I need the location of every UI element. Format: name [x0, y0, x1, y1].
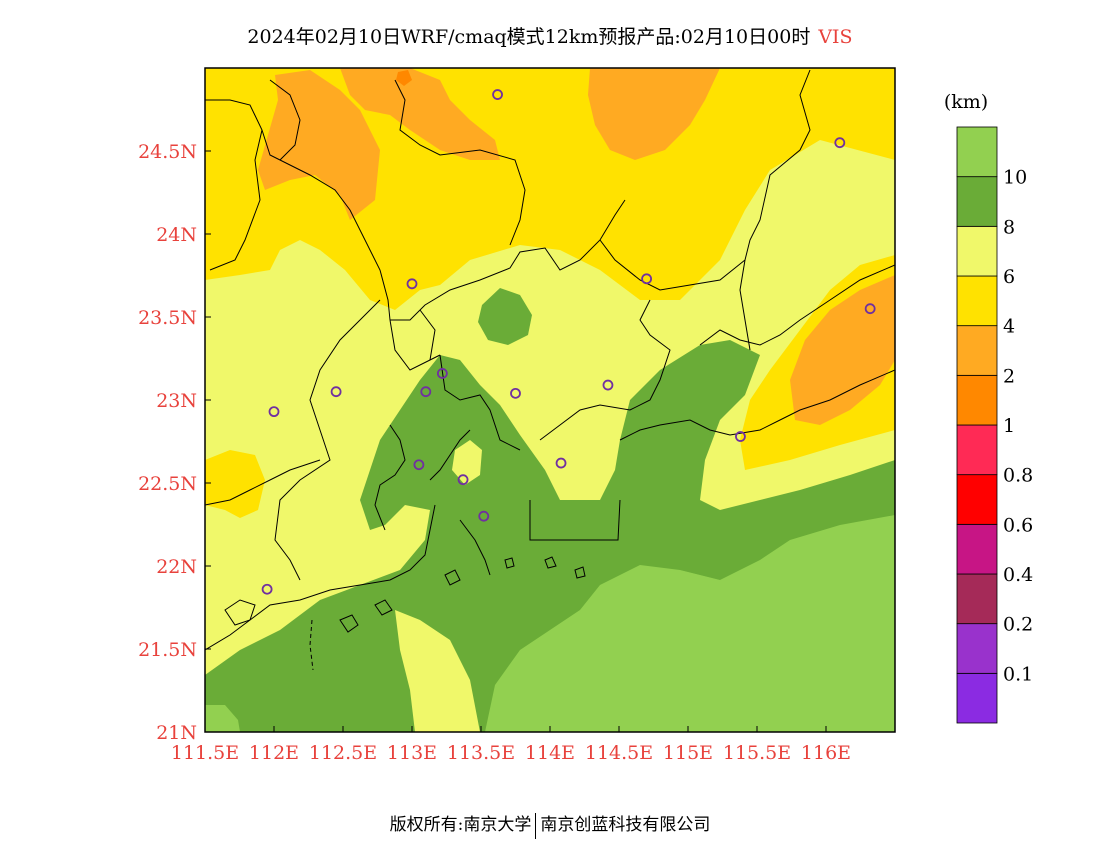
x-tick-label: 115.5E: [723, 742, 791, 764]
vis-region-2-4-west: [205, 450, 265, 518]
y-tick-label: 21.5N: [138, 639, 197, 661]
vis-region-below-1: [396, 70, 412, 86]
vis-region-1-2-northwest: [258, 70, 380, 220]
colorbar-bin: [956, 176, 998, 227]
colorbar-bin: [956, 325, 998, 376]
colorbar-label: 0.8: [1003, 465, 1033, 487]
colorbar-bin: [956, 474, 998, 525]
station-marker: [492, 89, 503, 100]
x-axis: 111.5E 112E 112.5E 113E 113.5E 114E 114.5E 115E…: [171, 726, 851, 764]
colorbar-bin: [956, 275, 998, 327]
station-markers: [261, 89, 876, 595]
y-tick-label: 21N: [156, 722, 197, 744]
vis-region-8-10: [485, 515, 895, 732]
colorbar-label: 10: [1003, 167, 1027, 189]
station-marker: [413, 459, 425, 471]
station-marker: [735, 431, 746, 442]
title-variable: VIS: [818, 26, 853, 48]
footer-company: 南京创蓝科技有限公司: [540, 815, 711, 835]
colorbar-bin: [956, 523, 998, 575]
x-tick-label: 113E: [387, 742, 437, 764]
colorbar-bin: [956, 573, 998, 625]
x-tick-label: 112.5E: [309, 742, 377, 764]
vis-region-4-6-south-corridor: [395, 610, 480, 732]
coastline: [205, 369, 895, 651]
colorbar-label: 2: [1003, 365, 1015, 387]
colorbar-bin: [956, 424, 998, 476]
colorbar-label: 0.1: [1003, 663, 1033, 685]
colorbar-label: 8: [1003, 216, 1015, 238]
station-marker: [478, 510, 490, 522]
y-tick-label: 23.5N: [138, 307, 197, 329]
vis-region-1-2-northcenter: [340, 68, 500, 160]
station-marker: [641, 273, 652, 285]
station-marker: [330, 386, 342, 398]
y-tick-label: 23N: [156, 390, 197, 412]
x-tick-label: 112E: [249, 742, 299, 764]
colorbar-unit: (km): [944, 91, 988, 113]
station-marker: [834, 137, 846, 149]
vis-region-1-2-northeast: [588, 68, 720, 160]
station-marker: [406, 278, 418, 290]
vis-region-8-10-southwest: [205, 705, 240, 732]
colorbar-label: 1: [1003, 415, 1015, 437]
x-tick-label: 111.5E: [171, 742, 239, 764]
footer-separator: [535, 812, 537, 839]
vis-region-6-8-island: [478, 288, 532, 345]
station-marker: [268, 406, 280, 418]
station-marker: [864, 303, 876, 315]
vis-region-4-6-hole: [452, 440, 482, 485]
colorbar-label: 0.6: [1003, 514, 1033, 536]
colorbar-label: 0.4: [1003, 564, 1033, 586]
station-marker: [555, 457, 567, 469]
boundary-lines: [205, 69, 895, 581]
y-tick-label: 24N: [156, 224, 197, 246]
y-axis: 21N 21.5N 22N 22.5N 23N 23.5N 24N 24.5N: [138, 141, 211, 744]
footer-copyright: 版权所有:南京大学: [389, 815, 532, 835]
station-marker: [510, 387, 521, 399]
vis-field: [205, 68, 895, 732]
x-tick-label: 113.5E: [447, 742, 515, 764]
y-tick-label: 24.5N: [138, 141, 197, 163]
title-text: 2024年02月10日WRF/cmaq模式12km预报产品:02月10日00时: [247, 26, 811, 48]
colorbar-bin: [956, 672, 998, 724]
colorbar-label: 4: [1003, 316, 1015, 338]
colorbar-label: 6: [1003, 266, 1015, 288]
colorbar: 0.1 0.2 0.4 0.6 0.8 1 2 4 6 8 10: [956, 126, 1033, 724]
station-marker: [420, 386, 432, 398]
y-tick-label: 22.5N: [138, 473, 197, 495]
vis-region-2-4-north: [205, 68, 895, 310]
station-marker: [602, 379, 614, 391]
x-tick-label: 115E: [663, 742, 713, 764]
colorbar-bin: [956, 126, 998, 178]
footer: 版权所有:南京大学 南京创蓝科技有限公司: [0, 810, 1100, 839]
chart-title: 2024年02月10日WRF/cmaq模式12km预报产品:02月10日00时 V…: [0, 22, 1100, 49]
colorbar-bin: [956, 623, 998, 674]
x-tick-label: 116E: [801, 742, 851, 764]
colorbar-label: 0.2: [1003, 614, 1033, 636]
x-tick-label: 114.5E: [585, 742, 653, 764]
x-tick-label: 114E: [525, 742, 575, 764]
maritime-boundary: [309, 619, 314, 671]
colorbar-bin: [956, 225, 998, 277]
station-marker: [261, 583, 273, 595]
y-tick-label: 22N: [156, 556, 197, 578]
station-marker: [457, 474, 469, 486]
colorbar-bin: [956, 374, 998, 426]
station-marker: [436, 368, 448, 379]
